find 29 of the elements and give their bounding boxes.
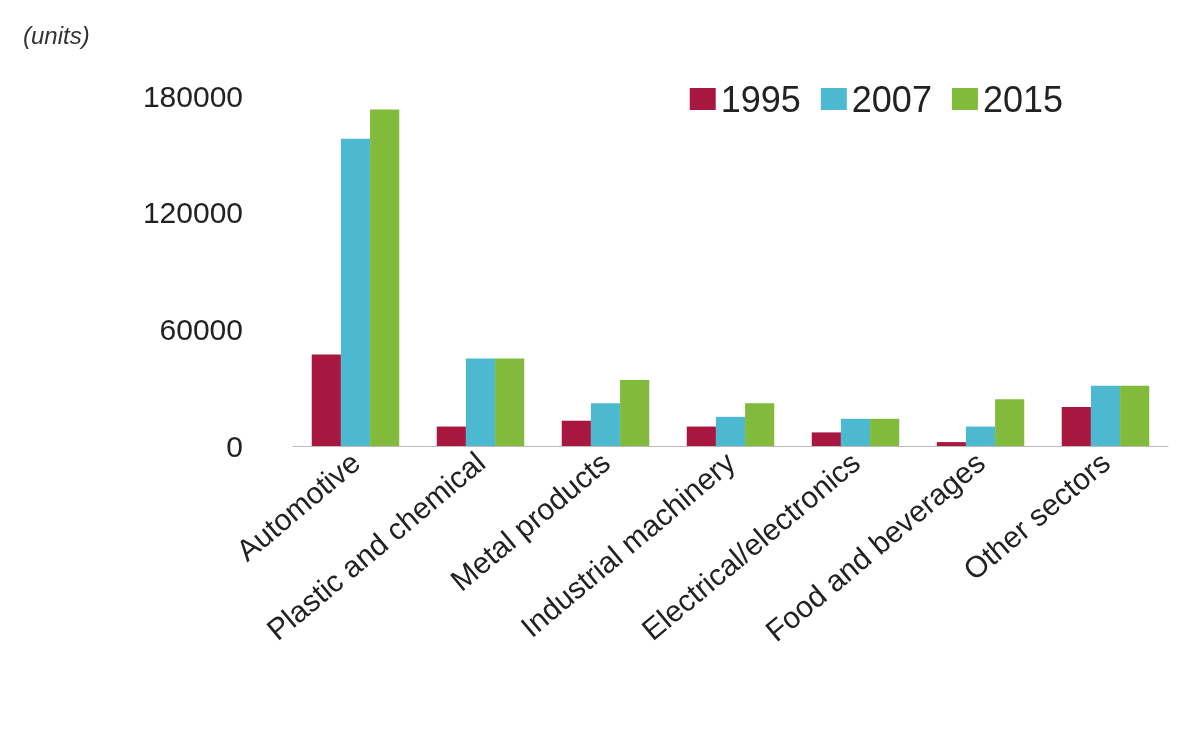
bar bbox=[1061, 407, 1091, 446]
bar bbox=[1120, 385, 1150, 446]
bar bbox=[686, 426, 716, 446]
bar bbox=[745, 403, 775, 446]
bar bbox=[840, 418, 871, 446]
bar bbox=[715, 416, 746, 446]
bar bbox=[620, 379, 650, 446]
legend-label: 2007 bbox=[851, 78, 932, 120]
y-tick-label: 180000 bbox=[142, 79, 243, 113]
bar bbox=[590, 403, 621, 446]
bar bbox=[370, 109, 400, 446]
bar bbox=[995, 399, 1025, 446]
y-axis-title: (units) bbox=[23, 21, 90, 49]
bar bbox=[870, 418, 900, 446]
bar bbox=[936, 442, 966, 446]
bar bbox=[811, 432, 841, 446]
y-tick-label: 0 bbox=[226, 429, 243, 463]
bar bbox=[436, 426, 466, 446]
bar bbox=[340, 138, 371, 446]
bar bbox=[495, 358, 525, 446]
bar bbox=[311, 354, 341, 446]
bar bbox=[465, 358, 496, 446]
bar bbox=[561, 420, 591, 446]
y-tick-label: 120000 bbox=[142, 196, 243, 230]
legend-label: 1995 bbox=[720, 78, 801, 120]
legend-label: 2015 bbox=[982, 78, 1064, 120]
bar bbox=[1090, 385, 1121, 446]
y-tick-label: 60000 bbox=[159, 312, 243, 346]
bar bbox=[965, 426, 996, 446]
